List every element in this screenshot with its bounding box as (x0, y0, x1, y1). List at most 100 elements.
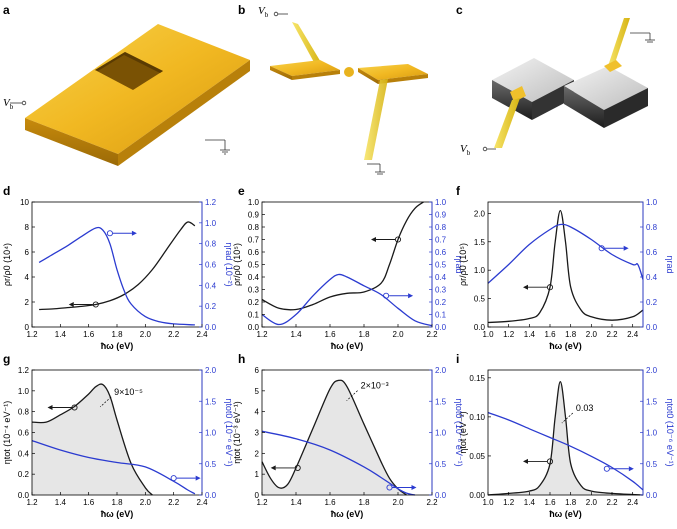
x-tick-label-f: 1.4 (524, 330, 536, 339)
marker-arrowhead-g-left (47, 405, 53, 410)
y-right-tick-label-e: 0.9 (435, 211, 447, 220)
y-right-tick-label-e: 0.6 (435, 248, 447, 257)
annotation-leader-h (346, 390, 358, 401)
y-right-tick-label-g: 1.5 (205, 397, 217, 406)
charts-container: d1.2 1.4 1.6 1.8 2.0 2.2 2.402468100.00.20.40.… (2, 184, 675, 519)
x-tick-label-d: 1.8 (111, 330, 123, 339)
marker-arrowhead-f-left (523, 284, 528, 290)
x-tick-label-f: 1.8 (565, 330, 577, 339)
marker-circle-g-right (170, 475, 177, 482)
y-left-axis-label-e: ρr/ρ0 (10⁵) (232, 243, 242, 286)
y-left-tick-label-i: 0.10 (469, 413, 485, 422)
chart-d: d 1.2 1.4 1.6 1.8 2.0 2.2 2.4 0 2 4 6 8 10 0.0 0.2 0.4 0.… (2, 184, 234, 351)
y-left-tick-label-g: 0.0 (18, 491, 30, 500)
x-tick-label-i: 1.8 (565, 498, 577, 507)
y-left-tick-label-g: 0.8 (18, 408, 30, 417)
y-right-tick-label-e: 0.8 (435, 223, 447, 232)
x-tick-label-d: 2.2 (168, 330, 180, 339)
y-left-tick-label-e: 0.0 (248, 323, 260, 332)
marker-arrowhead-h-left (270, 465, 276, 471)
series-line-f-right (487, 223, 644, 284)
y-left-tick-label-i: 0.05 (469, 452, 485, 461)
y-left-axis-label-f: ρr/ρ0 (10⁵) (458, 243, 468, 286)
marker-arrowhead-g-right (195, 475, 201, 481)
x-tick-label-f: 1.0 (482, 330, 494, 339)
marker-circle-i-right (603, 465, 610, 472)
series-line-g-right (31, 439, 196, 495)
chart-h: h 1.2 1.4 1.6 1.8 2.0 2.2 0 1 2 3 4 5 6 0.0 0.5 1.0 1.5 2.… (232, 352, 464, 519)
y-left-tick-label-d: 10 (20, 198, 29, 207)
x-tick-label-f: 2.2 (606, 330, 618, 339)
x-tick-label-d: 2.0 (140, 330, 152, 339)
y-right-axis-label-i: ηtot0 (10⁻⁶ eV⁻¹) (665, 398, 675, 466)
x-tick-label-e: 1.8 (358, 330, 370, 339)
y-left-tick-label-d: 2 (25, 298, 30, 307)
x-tick-label-i: 2.2 (606, 498, 618, 507)
marker-arrowhead-i-left (523, 458, 528, 464)
marker-circle-d-left (92, 301, 99, 308)
y-right-tick-label-h: 1.0 (435, 429, 447, 438)
vb-label-a: Vb (3, 97, 14, 111)
y-right-tick-label-i: 0.0 (646, 491, 658, 500)
y-left-tick-label-g: 1.0 (18, 387, 30, 396)
y-right-tick-label-e: 0.2 (435, 298, 447, 307)
y-left-tick-label-i: 0.15 (469, 374, 485, 383)
x-tick-label-i: 2.4 (627, 498, 639, 507)
x-tick-label-h: 1.8 (358, 498, 370, 507)
chart-g: g1.2 1.4 1.6 1.8 2.0 2.2 2.40.00.20.40.60.81.0… (2, 352, 234, 519)
y-left-tick-label-h: 2 (255, 449, 260, 458)
chart-i: i 1.0 1.2 1.4 1.6 1.8 2.0 2.2 2.4 0.00 0.05 0.10 0.1… (456, 352, 675, 519)
panel-label-g: g (3, 352, 10, 366)
y-right-tick-label-d: 1.0 (205, 219, 217, 228)
y-right-tick-label-h: 0.5 (435, 460, 447, 469)
x-axis-label-h: ħω (eV) (331, 509, 364, 519)
y-right-tick-label-e: 0.5 (435, 261, 447, 270)
marker-circle-g-left (71, 404, 78, 411)
y-right-tick-label-g: 0.5 (205, 460, 217, 469)
y-left-tick-label-d: 4 (25, 273, 30, 282)
y-right-tick-label-i: 1.5 (646, 397, 658, 406)
marker-arrowhead-h-right (411, 485, 417, 490)
marker-circle-f-right (598, 245, 605, 252)
marker-circle-h-left (294, 464, 301, 471)
y-left-tick-label-i: 0.00 (469, 491, 485, 500)
x-tick-label-f: 2.4 (627, 330, 639, 339)
panel-label-e: e (238, 184, 245, 198)
y-right-axis-label-d: ηrad (10⁻²) (224, 242, 234, 286)
x-tick-label-g: 2.0 (140, 498, 152, 507)
panel-label-i: i (456, 352, 459, 366)
marker-circle-d-right (106, 230, 113, 237)
x-tick-label-d: 2.4 (196, 330, 208, 339)
y-right-tick-label-e: 1.0 (435, 198, 447, 207)
x-tick-label-i: 1.0 (482, 498, 494, 507)
y-left-tick-label-f: 1.0 (474, 266, 486, 275)
y-right-tick-label-f: 0.2 (646, 298, 658, 307)
annotation-leader-g (99, 396, 112, 408)
y-right-tick-label-i: 2.0 (646, 366, 658, 375)
y-right-axis-label-g: ηtot0 (10⁻⁶ eV⁻¹) (224, 398, 234, 466)
y-right-tick-label-e: 0.1 (435, 311, 447, 320)
x-tick-label-d: 1.2 (26, 330, 38, 339)
y-left-tick-label-h: 4 (255, 408, 260, 417)
x-tick-label-h: 1.2 (256, 498, 268, 507)
x-tick-label-i: 2.0 (586, 498, 598, 507)
y-right-tick-label-d: 1.2 (205, 198, 217, 207)
y-left-tick-label-f: 0.0 (474, 323, 486, 332)
y-right-tick-label-f: 1.0 (646, 198, 658, 207)
x-tick-label-e: 1.2 (256, 330, 268, 339)
y-right-tick-label-d: 0.8 (205, 240, 217, 249)
y-left-tick-label-e: 1.0 (248, 198, 260, 207)
marker-arrowhead-e-right (408, 293, 414, 299)
y-right-axis-label-h: ηtot0 (10⁻⁶ eV⁻¹) (454, 398, 464, 466)
series-line-d-right (38, 226, 195, 326)
y-left-tick-label-e: 0.5 (248, 261, 260, 270)
x-tick-label-h: 2.0 (392, 498, 404, 507)
x-tick-label-d: 1.4 (55, 330, 67, 339)
y-right-tick-label-h: 1.5 (435, 397, 447, 406)
x-tick-label-g: 1.4 (55, 498, 67, 507)
y-right-tick-label-f: 0.8 (646, 223, 658, 232)
series-fill-g (32, 384, 153, 495)
series-line-h-left (261, 379, 407, 496)
x-tick-label-h: 1.4 (290, 498, 302, 507)
